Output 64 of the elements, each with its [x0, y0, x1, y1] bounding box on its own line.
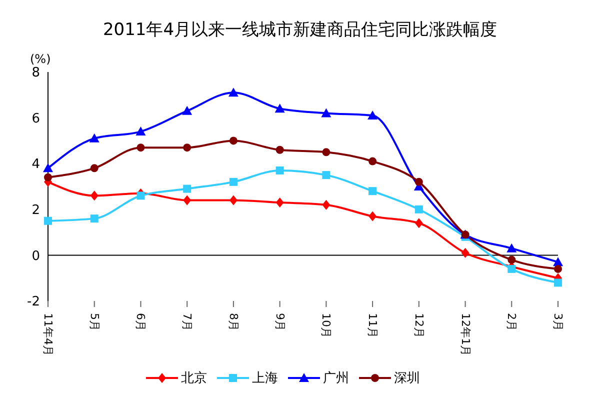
chart-title: 2011年4月以来一线城市新建商品住宅同比涨跌幅度 [102, 19, 498, 42]
point [229, 195, 238, 206]
point [276, 166, 284, 174]
point [90, 190, 98, 201]
point [183, 184, 192, 193]
point [414, 218, 423, 228]
x-tick-label: 12年1月 [458, 313, 472, 356]
x-tick-label: 7月 [180, 313, 194, 331]
y-tick-label: 8 [32, 66, 40, 81]
y-tick-label: -2 [27, 294, 40, 310]
point [554, 278, 562, 287]
x-tick-label: 9月 [273, 313, 286, 331]
point [276, 198, 284, 208]
point [229, 178, 238, 186]
legend-label: 深圳 [393, 370, 420, 387]
x-tick-label: 10月 [320, 313, 333, 338]
point [553, 257, 563, 266]
point [414, 205, 423, 214]
point [183, 144, 192, 152]
point [228, 88, 238, 97]
x-tick-label: 5月 [88, 313, 101, 331]
legend-label: 广州 [322, 370, 349, 387]
point [322, 200, 330, 210]
point [183, 195, 192, 206]
point [44, 216, 52, 225]
point [368, 211, 377, 222]
point [506, 243, 517, 252]
x-tick-label: 12月 [412, 313, 426, 338]
point [43, 163, 53, 172]
legend-label: 北京 [180, 370, 207, 387]
point [44, 173, 52, 182]
point [508, 264, 516, 273]
x-tick-label: 2月 [505, 313, 518, 331]
point [414, 178, 423, 186]
y-tick-label: 2 [32, 203, 40, 218]
legend-label: 上海 [251, 370, 278, 387]
point [90, 164, 98, 172]
y-axis-title: (%) [30, 52, 51, 66]
point [89, 133, 100, 142]
y-tick-label: 6 [32, 111, 40, 126]
point [182, 106, 192, 115]
point [90, 214, 98, 223]
point [461, 248, 470, 258]
x-tick-label: 8月 [226, 313, 240, 331]
point [322, 148, 330, 156]
point [554, 264, 562, 273]
point [136, 144, 145, 152]
point [508, 256, 516, 264]
x-tick-label: 3月 [552, 313, 564, 331]
x-tick-label: 11年4月 [42, 313, 54, 356]
point [321, 108, 332, 118]
y-tick-label: 0 [32, 248, 40, 264]
point [368, 157, 377, 166]
point [229, 136, 238, 145]
x-tick-label: 11月 [366, 313, 380, 338]
point [136, 192, 145, 200]
point [276, 146, 284, 154]
point [368, 110, 378, 120]
x-tick-label: 6月 [134, 313, 148, 331]
point [368, 187, 377, 196]
point [322, 171, 330, 180]
point [274, 104, 285, 113]
y-tick-label: 4 [32, 157, 40, 172]
point [136, 126, 146, 136]
